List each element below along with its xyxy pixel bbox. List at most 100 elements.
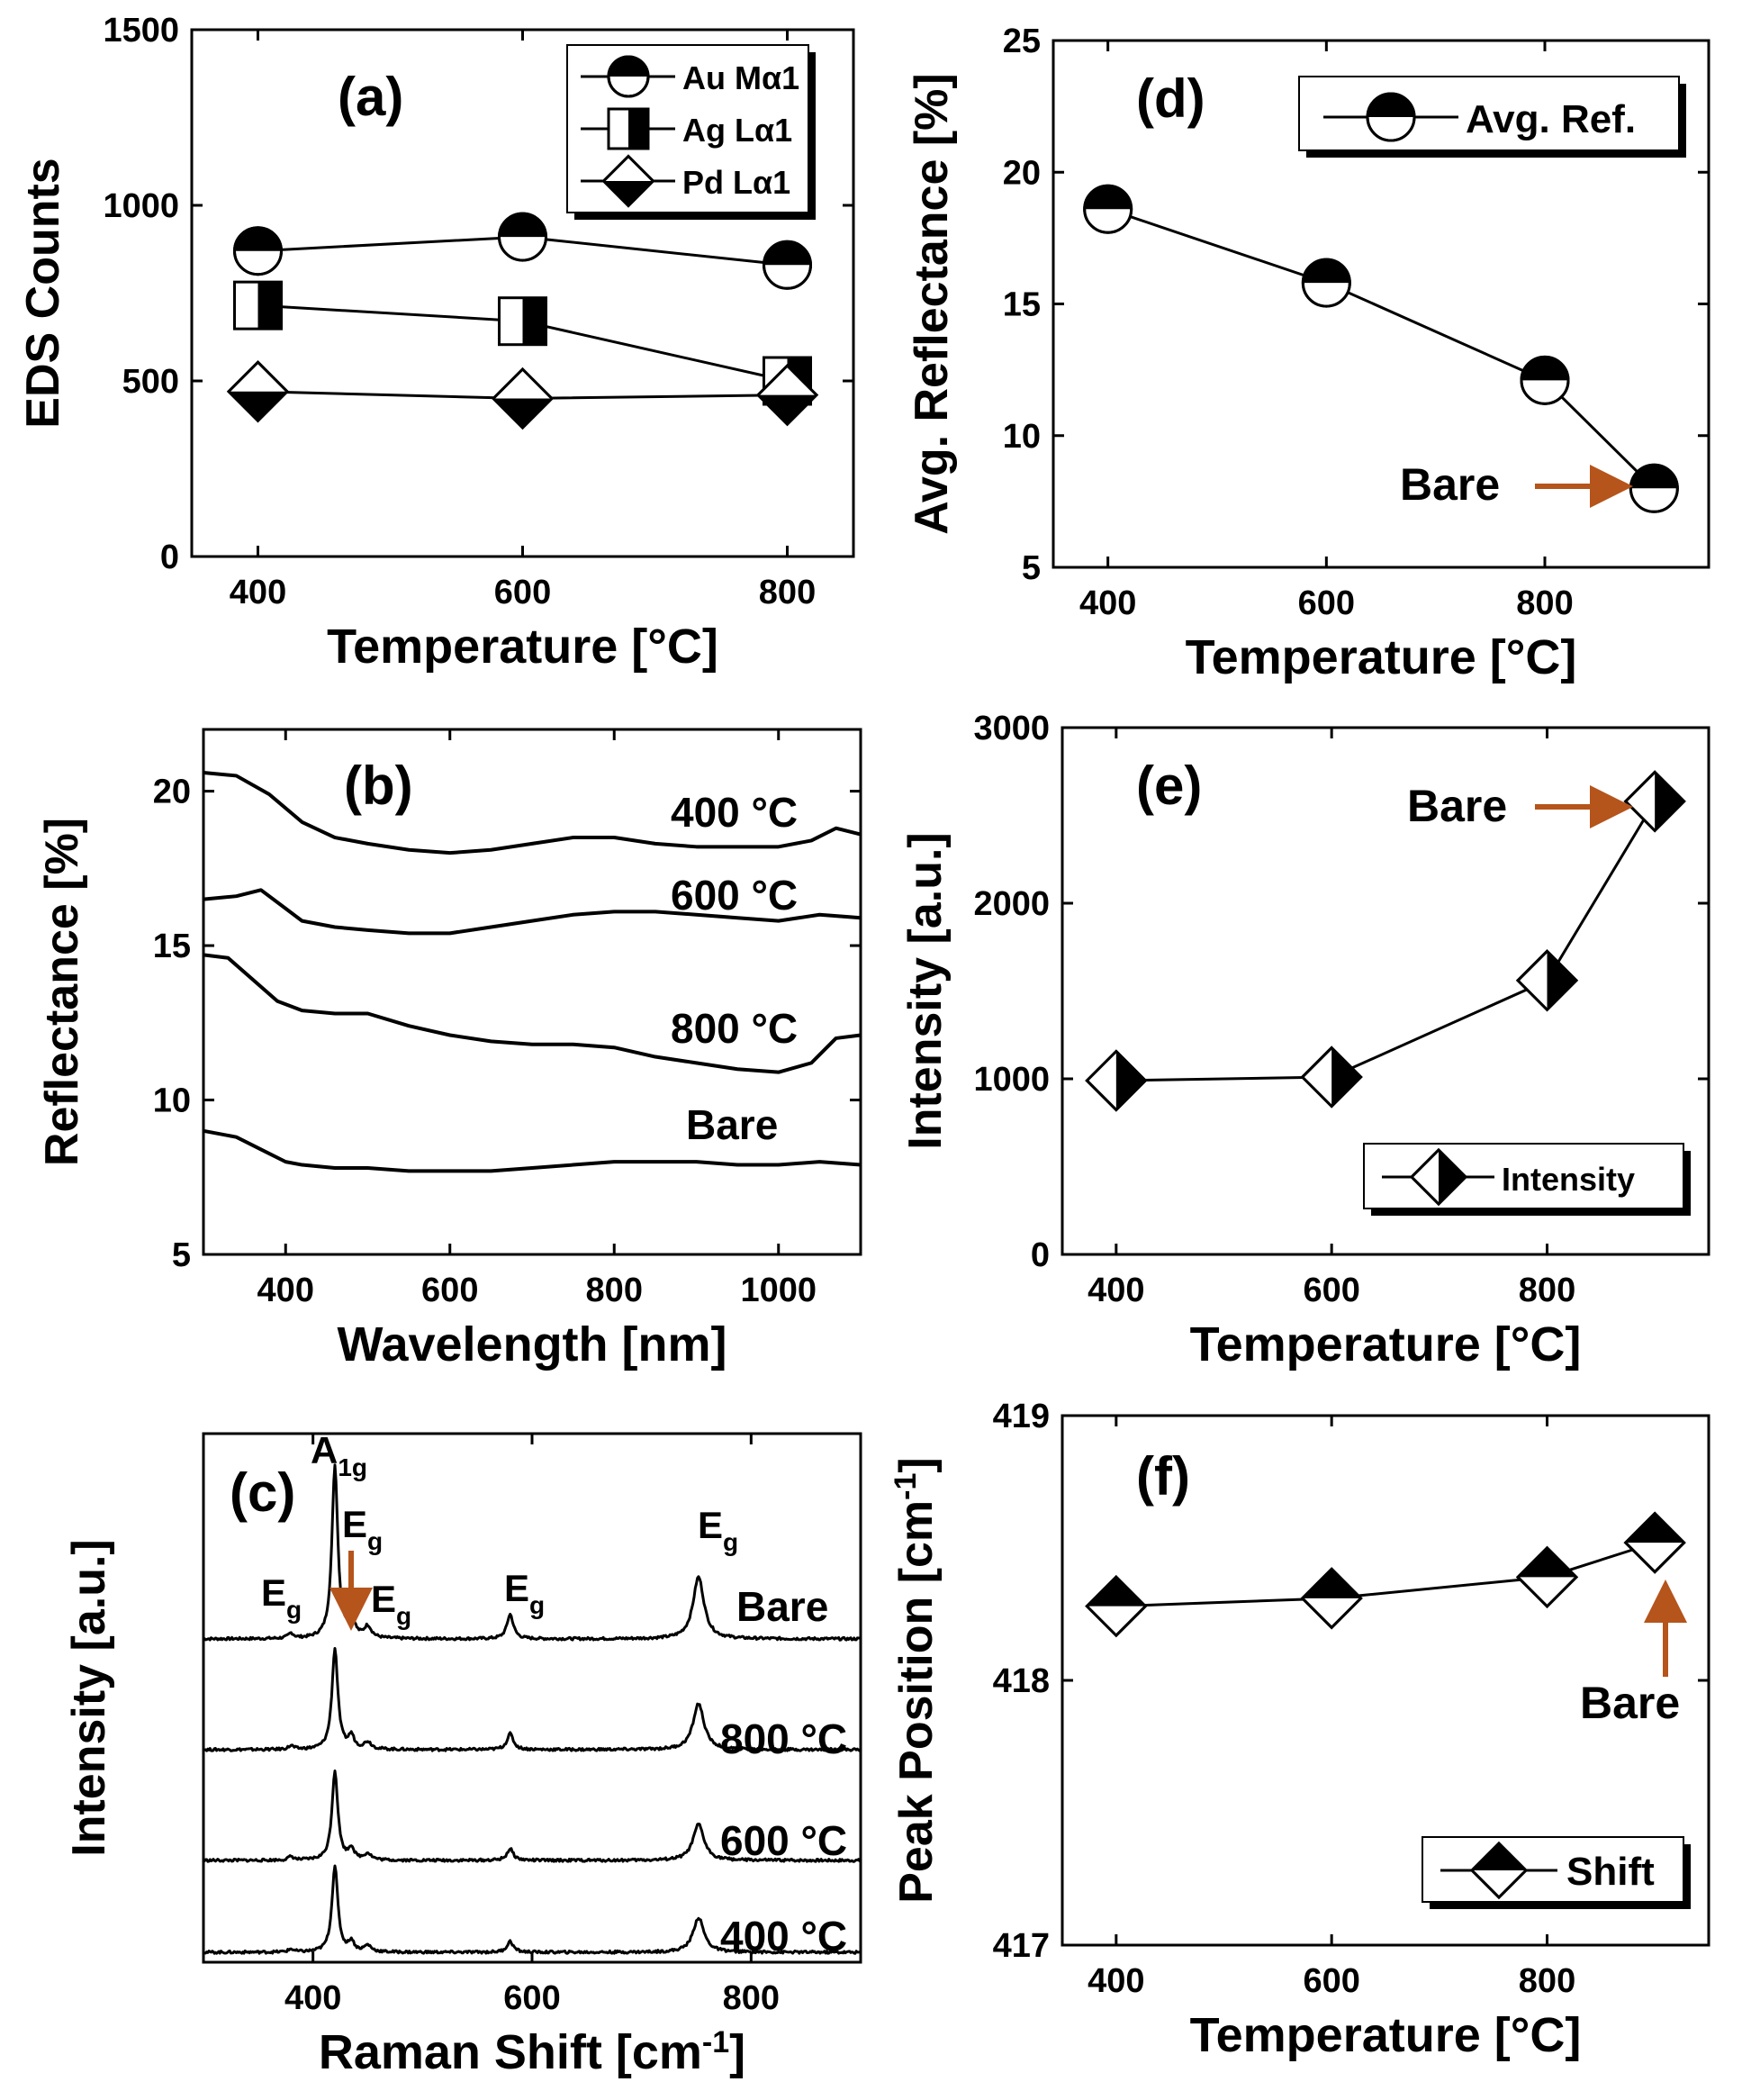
- data-point-e: [1085, 1049, 1148, 1112]
- axes-frame-b: [202, 728, 862, 1256]
- data-point-a: [763, 240, 812, 290]
- spectrum-label-c: 800 °C: [720, 1715, 847, 1762]
- data-point-f-fill: [1302, 1569, 1361, 1598]
- data-point-a-fill: [257, 282, 282, 330]
- y-tick-label-d: 5: [1022, 549, 1041, 587]
- data-point-f-edge: [1623, 1511, 1686, 1574]
- data-point-d: [1629, 463, 1679, 513]
- legend-marker-a-edge: [607, 55, 650, 98]
- x-tick-label-d: 600: [1298, 584, 1355, 622]
- series-line-d: [1107, 207, 1656, 490]
- peak-label-c: Eg: [261, 1571, 302, 1624]
- curve-label-b: Bare: [686, 1101, 778, 1148]
- legend-label-e: Intensity: [1502, 1161, 1635, 1198]
- y-axis-label-b: Reflectance [%]: [36, 818, 88, 1166]
- legend-label-d: Avg. Ref.: [1466, 97, 1636, 141]
- panel-label-c: (c): [230, 1462, 295, 1523]
- data-point-a: [233, 226, 283, 276]
- axes-frame-e: [1061, 726, 1710, 1256]
- y-tick-label-a: 1000: [103, 187, 179, 225]
- x-axis-label-a: Temperature [°C]: [327, 620, 718, 674]
- y-tick-label-f: 418: [993, 1662, 1050, 1700]
- data-point-d: [1301, 258, 1351, 308]
- legend-marker-a: [607, 55, 650, 98]
- panel-label-b: (b): [344, 756, 413, 816]
- data-point-f-fill: [1518, 1547, 1576, 1578]
- panel-label-f: (f): [1136, 1446, 1190, 1507]
- x-tick-label-c: 600: [503, 1979, 560, 2017]
- x-tick-label-f: 800: [1519, 1962, 1575, 2000]
- data-point-a: [498, 296, 547, 347]
- data-point-a: [233, 280, 283, 330]
- spectrum-label-c: 400 °C: [720, 1913, 847, 1960]
- y-tick-label-e: 1000: [973, 1061, 1050, 1099]
- series-line-f: [1115, 1541, 1656, 1608]
- curve-label-b: 800 °C: [671, 1005, 798, 1052]
- data-point-a-edge: [491, 367, 555, 430]
- y-axis-label-f: Peak Position [cm-1]: [889, 1457, 943, 1903]
- x-axis-label-c: Raman Shift [cm-1]: [319, 2025, 745, 2079]
- y-tick-label-b: 15: [153, 928, 191, 965]
- legend-marker-a-fill: [609, 57, 648, 77]
- legend-marker-f: [1469, 1841, 1529, 1900]
- x-axis-label-d: Temperature [°C]: [1186, 630, 1577, 684]
- data-point-f-fill: [1625, 1513, 1684, 1543]
- x-tick-label-a: 600: [494, 574, 551, 611]
- x-tick-label-d: 800: [1516, 584, 1573, 622]
- x-tick-label-b: 800: [586, 1272, 643, 1309]
- curve-label-b: 400 °C: [671, 789, 798, 836]
- y-tick-label-d: 10: [1003, 418, 1041, 456]
- y-tick-label-f: 417: [993, 1927, 1050, 1965]
- data-point-a-edge: [498, 212, 547, 262]
- x-tick-label-c: 400: [284, 1979, 341, 2017]
- legend-marker-a-fill: [603, 181, 654, 206]
- y-tick-label-a: 1500: [103, 12, 179, 50]
- data-point-a-edge: [226, 360, 290, 423]
- legend-label-a: Ag Lα1: [682, 112, 792, 149]
- legend-marker-e-edge: [1409, 1147, 1468, 1207]
- y-tick-label-d: 15: [1003, 286, 1041, 324]
- legend-marker-e: [1409, 1147, 1468, 1207]
- y-tick-label-e: 2000: [973, 885, 1050, 923]
- data-point-f: [1085, 1575, 1148, 1638]
- y-tick-label-a: 500: [122, 363, 179, 401]
- data-point-a: [491, 367, 555, 430]
- y-axis-label-c: Intensity [a.u.]: [63, 1539, 115, 1856]
- peak-label-c: Eg: [504, 1567, 545, 1619]
- spectrum-curve-b: [203, 953, 862, 1074]
- x-tick-label-f: 600: [1303, 1962, 1359, 2000]
- data-point-a: [226, 360, 290, 423]
- x-axis-label-e: Temperature [°C]: [1190, 1317, 1582, 1371]
- y-axis-label-d: Avg. Reflectance [%]: [906, 73, 958, 534]
- data-point-e-fill: [1331, 1047, 1361, 1107]
- data-point-a: [755, 363, 819, 427]
- data-point-f: [1515, 1545, 1579, 1608]
- data-point-f-edge: [1085, 1575, 1148, 1638]
- legend-marker-a-fill: [628, 109, 648, 149]
- y-tick-label-d: 25: [1003, 23, 1041, 60]
- data-point-a-fill: [493, 398, 552, 428]
- data-point-e-edge: [1085, 1049, 1148, 1112]
- data-point-f-edge: [1300, 1567, 1363, 1630]
- y-tick-label-b: 5: [172, 1236, 191, 1274]
- y-tick-label-a: 0: [160, 539, 179, 576]
- axes-frame-c: [202, 1432, 862, 1964]
- bare-annotation-e: Bare: [1407, 781, 1507, 831]
- spectrum-label-c: Bare: [736, 1583, 828, 1630]
- data-point-a-fill: [499, 213, 546, 238]
- data-point-e-edge: [1515, 949, 1579, 1012]
- x-tick-label-a: 800: [759, 574, 816, 611]
- legend-marker-d: [1366, 92, 1416, 142]
- y-tick-label-d: 20: [1003, 154, 1041, 192]
- legend-marker-d-fill: [1367, 94, 1414, 117]
- series-line-e: [1115, 801, 1656, 1082]
- legend-marker-d-edge: [1366, 92, 1416, 142]
- legend-marker-a: [607, 107, 650, 150]
- panel-label-d: (d): [1136, 68, 1205, 129]
- spectrum-curve-b: [203, 771, 862, 855]
- x-tick-label-f: 400: [1088, 1962, 1144, 2000]
- peak-label-c: A1g: [311, 1429, 367, 1481]
- data-point-a-fill: [234, 227, 282, 251]
- data-point-a-fill: [758, 394, 817, 425]
- data-point-d: [1083, 184, 1133, 234]
